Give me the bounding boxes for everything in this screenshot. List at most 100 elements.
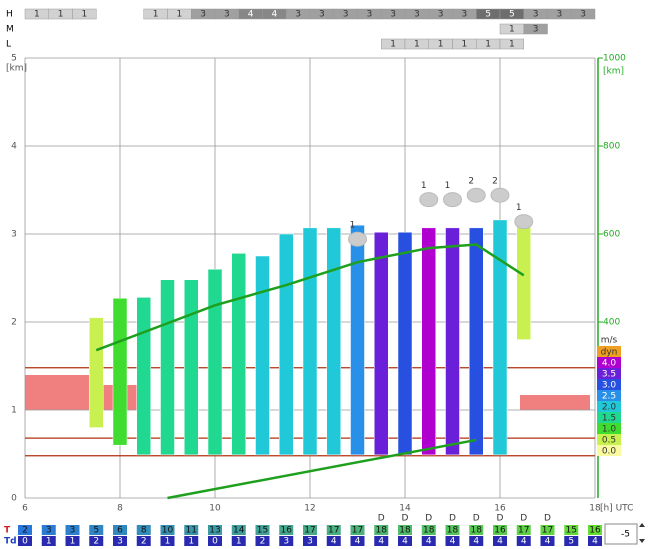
legend-swatch [597, 390, 621, 401]
y-tick-label: 2 [11, 318, 17, 328]
temp-box [160, 536, 175, 546]
legend-label: 1.0 [602, 425, 617, 435]
temp-box [540, 536, 555, 546]
temp-box [303, 536, 317, 546]
cloud-cover-label: 3 [390, 10, 396, 20]
legend-label: 4.0 [602, 359, 617, 369]
cloud-cover-label: 3 [224, 10, 230, 20]
temp-box [18, 536, 32, 546]
spinner[interactable] [639, 523, 645, 543]
legend-label: 2.0 [602, 403, 617, 413]
temp-label: 1 [188, 537, 194, 547]
cloud-cover-label: 3 [200, 10, 206, 20]
temp-label: 16 [281, 526, 293, 536]
cloud-icon [419, 192, 439, 208]
thermal-column [89, 317, 104, 428]
thermal-column [112, 297, 128, 446]
temp-label: 15 [566, 526, 577, 536]
temp-label: 4 [331, 537, 337, 547]
temp-label: 3 [283, 537, 289, 547]
cloud-cover-box [571, 8, 596, 20]
legend-label: 0.5 [602, 436, 616, 446]
temp-box [65, 536, 80, 546]
temp-box [326, 525, 341, 535]
temp-label: 5 [93, 526, 99, 536]
cloud-cover-label: 3 [343, 10, 349, 20]
temp-box [303, 525, 317, 535]
legend-swatch [597, 346, 621, 357]
temp-box [326, 536, 341, 546]
x-tick-label: 6 [22, 504, 28, 514]
cloud-icon [490, 187, 510, 203]
temp-label: 4 [592, 537, 598, 547]
temp-box [89, 525, 104, 535]
cloud-cover-label: 1 [414, 40, 420, 50]
thermal-column [160, 279, 175, 456]
thermal-column [136, 297, 151, 456]
row-label: H [6, 10, 13, 20]
flag: D [425, 514, 432, 524]
temp-box [350, 536, 365, 546]
cloud-top-count: 1 [445, 181, 451, 191]
cloud-cover-label: 1 [485, 40, 491, 50]
y2-axis-label: [km] [603, 67, 624, 77]
temp-label: 8 [141, 526, 147, 536]
offset-input[interactable] [604, 523, 638, 545]
flag: D [520, 514, 527, 524]
x-tick-label: 18 [589, 504, 601, 514]
thermal-column [279, 233, 294, 456]
thermal-column [397, 231, 413, 456]
temp-box [136, 525, 151, 535]
legend-label: 2.5 [602, 392, 616, 402]
temp-box [255, 536, 270, 546]
temp-box [184, 525, 199, 535]
x-tick-label: 16 [494, 504, 506, 514]
legend-swatch [597, 423, 621, 434]
temp-label: 2 [260, 537, 266, 547]
temp-label: 4 [521, 537, 527, 547]
temp-box [279, 525, 294, 535]
temp-box [231, 536, 246, 546]
y-tick-label: 5 [11, 54, 17, 64]
temp-label: 3 [70, 526, 76, 536]
cloud-icon [514, 214, 534, 230]
temp-box [279, 536, 294, 546]
temp-box [374, 525, 389, 535]
y-tick-label: 4 [11, 142, 17, 152]
temp-box [136, 536, 151, 546]
temp-box [445, 525, 460, 535]
temp-label: 4 [497, 537, 503, 547]
y2-tick-label: 1000 [603, 54, 626, 64]
x-axis-label: [h] UTC [600, 504, 633, 514]
temp-box [588, 525, 602, 535]
flag: D [449, 514, 456, 524]
legend-swatch [597, 445, 621, 456]
cloud-cover-label: 1 [34, 10, 40, 20]
y-tick-label: 3 [11, 230, 17, 240]
cloud-cover-label: 1 [438, 40, 444, 50]
legend-swatch [597, 379, 621, 390]
temp-label: 17 [352, 526, 363, 536]
cloud-top-count: 2 [468, 177, 474, 187]
temp-label: 6 [117, 526, 123, 536]
offset-value[interactable]: -5 [621, 530, 630, 540]
thermal-column [516, 221, 531, 340]
temp-label: 4 [450, 537, 456, 547]
temp-label: 16 [589, 526, 601, 536]
cloud-top-count: 1 [516, 203, 522, 213]
temp-label: 18 [447, 526, 459, 536]
legend-label: dyn [601, 348, 618, 358]
temp-box [41, 536, 56, 546]
cloud-cover-label: 1 [509, 40, 515, 50]
temp-label: 1 [236, 537, 242, 547]
thermal-column [469, 227, 484, 456]
temp-box [421, 525, 436, 535]
cloud-icon [466, 187, 486, 203]
temp-box [113, 536, 127, 546]
temp-box [184, 536, 199, 546]
temp-box [374, 536, 389, 546]
x-tick-label: 10 [209, 504, 221, 514]
temp-label: 16 [494, 526, 506, 536]
temp-box [208, 525, 222, 535]
temp-label: 2 [141, 537, 147, 547]
